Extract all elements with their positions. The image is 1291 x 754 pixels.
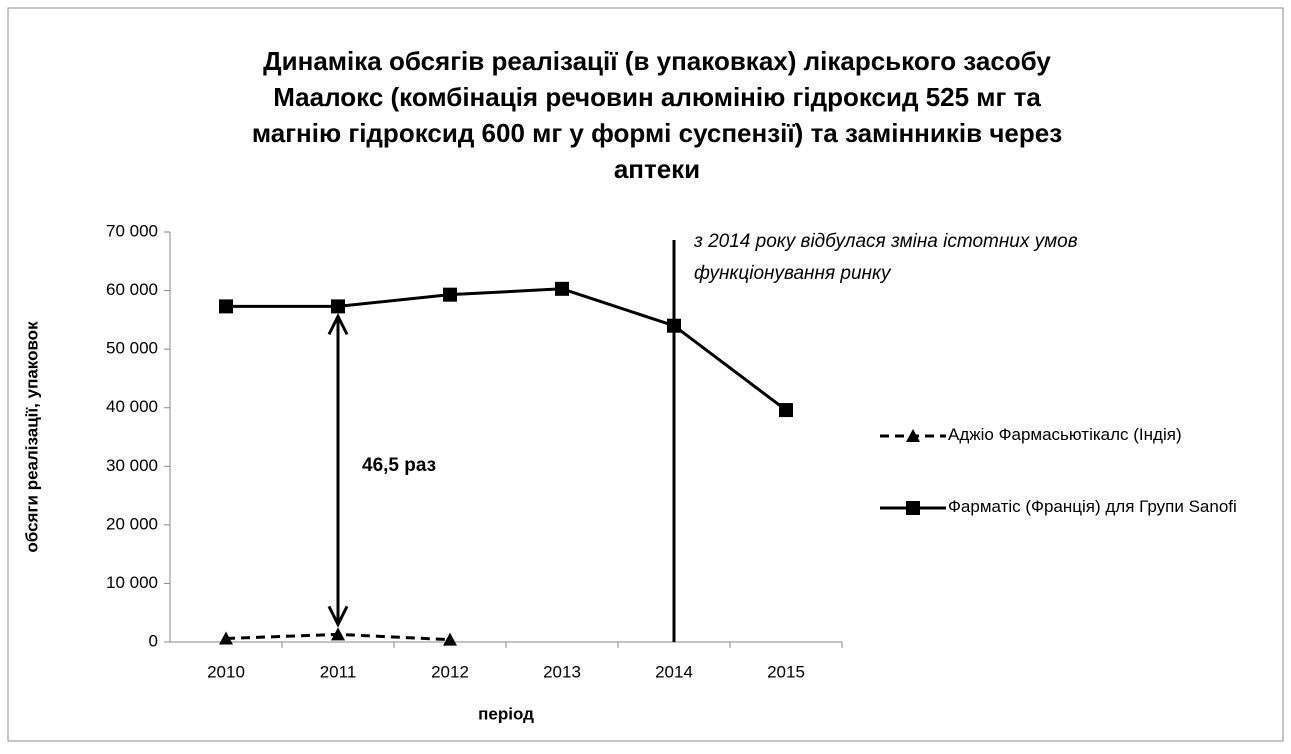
chart-title: магнію гідроксид 600 мг у формі суспензі… xyxy=(252,118,1062,148)
chart-title: Маалокс (комбінація речовин алюмінію гід… xyxy=(273,82,1041,112)
legend-label: Аджіо Фармасьютікалс (Індія) xyxy=(948,425,1182,444)
y-tick-label: 40 000 xyxy=(106,397,158,416)
annotation: з 2014 року відбулася зміна істотних умо… xyxy=(693,231,1078,252)
x-tick-label: 2015 xyxy=(767,662,805,681)
data-point xyxy=(331,299,345,314)
x-tick-label: 2011 xyxy=(320,662,357,681)
x-tick-label: 2014 xyxy=(655,662,693,681)
y-axis-label: обсяги реалізації, упаковок xyxy=(22,321,41,553)
y-tick-label: 70 000 xyxy=(106,221,158,240)
data-point xyxy=(555,281,569,296)
x-tick-label: 2010 xyxy=(207,662,245,681)
legend-label: Фарматіс (Франція) для Групи Sanofi xyxy=(948,497,1237,516)
data-point xyxy=(219,299,233,314)
data-point xyxy=(219,631,233,645)
ratio-arrow-head xyxy=(327,605,349,628)
series-line xyxy=(226,287,787,412)
data-point xyxy=(331,627,345,641)
y-tick-label: 20 000 xyxy=(106,514,158,533)
ratio-label: 46,5 раз xyxy=(362,455,436,476)
legend-entry: Фарматіс (Франція) для Групи Sanofi xyxy=(948,497,1237,516)
legend-entry: Аджіо Фармасьютікалс (Індія) xyxy=(948,425,1182,444)
x-tick-label: 2012 xyxy=(431,662,469,681)
y-tick-label: 30 000 xyxy=(106,456,158,475)
data-point xyxy=(443,287,457,302)
y-tick-label: 10 000 xyxy=(106,573,158,592)
chart-title: аптеки xyxy=(614,154,700,184)
annotation: функціонування ринку xyxy=(694,263,892,284)
data-point xyxy=(667,318,681,333)
data-point xyxy=(779,403,793,418)
legend-marker xyxy=(906,429,920,442)
ratio-arrow-head xyxy=(327,313,349,336)
chart-frame xyxy=(7,7,1284,742)
legend-marker xyxy=(906,501,920,515)
data-point xyxy=(443,632,457,646)
y-tick-label: 0 xyxy=(149,631,158,650)
x-tick-label: 2013 xyxy=(543,662,581,681)
y-tick-label: 50 000 xyxy=(106,339,158,358)
x-axis-label: період xyxy=(478,704,534,723)
y-tick-label: 60 000 xyxy=(106,280,158,299)
chart-title: Динаміка обсягів реалізації (в упаковках… xyxy=(263,46,1051,76)
